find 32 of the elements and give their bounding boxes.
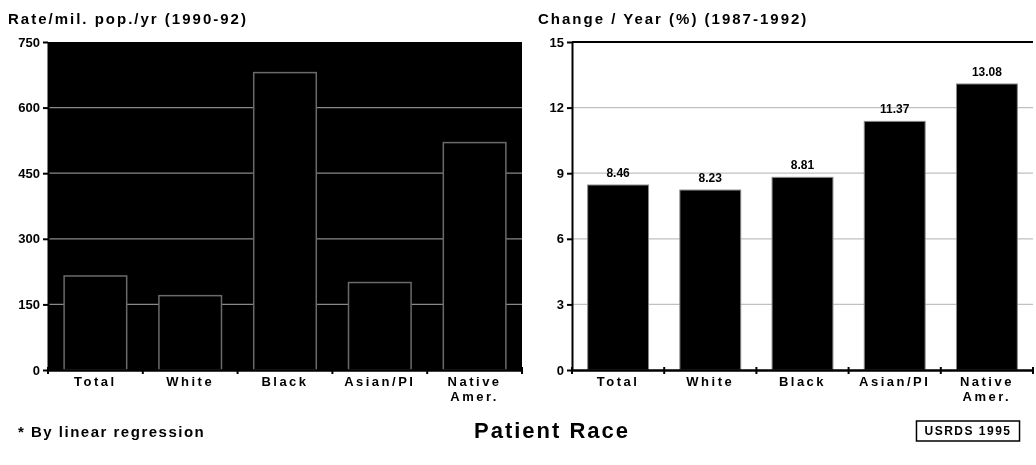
x-tick-label: Total: [74, 374, 117, 389]
y-tick-label: 12: [549, 100, 564, 116]
text: USRDS 1995: [924, 424, 1012, 438]
x-tick-label: Native Amer.: [959, 374, 1014, 404]
chart-title: Change / Year (%) (1987-1992): [538, 10, 809, 27]
x-tick-label: Total: [596, 374, 640, 389]
y-tick-label: 6: [556, 231, 564, 247]
x-tick-label: White: [686, 374, 735, 389]
y-tick-label: 150: [18, 297, 40, 313]
x-tick-label: Native Amer.: [447, 374, 502, 404]
y-tick-label: 0: [32, 362, 40, 378]
data-label: 11.37: [880, 102, 910, 117]
x-axis-title: Patient Race: [473, 418, 631, 443]
x-tick-label: Asian/PI: [859, 374, 931, 389]
x-tick-label: Black: [778, 374, 827, 389]
x-tick-label: Black: [261, 374, 309, 389]
data-label: 8.81: [790, 158, 815, 173]
y-tick-label: 3: [556, 297, 564, 313]
text: * By linear regression: [18, 423, 206, 440]
x-tick-label: Asian/PI: [344, 374, 416, 389]
y-tick-label: 300: [18, 231, 40, 247]
y-tick-label: 9: [556, 165, 564, 181]
y-tick-label: 750: [18, 34, 40, 50]
chart-title: Rate/mil. pop./yr (1990-92): [8, 10, 248, 27]
data-label: 8.23: [698, 171, 723, 186]
data-label: 8.46: [606, 166, 631, 181]
x-tick-label: White: [166, 374, 215, 389]
y-tick-label: 0: [556, 362, 564, 378]
data-label: 13.08: [971, 64, 1003, 79]
y-tick-label: 600: [18, 100, 40, 116]
y-tick-label: 450: [18, 165, 40, 181]
y-tick-label: 15: [549, 34, 564, 50]
